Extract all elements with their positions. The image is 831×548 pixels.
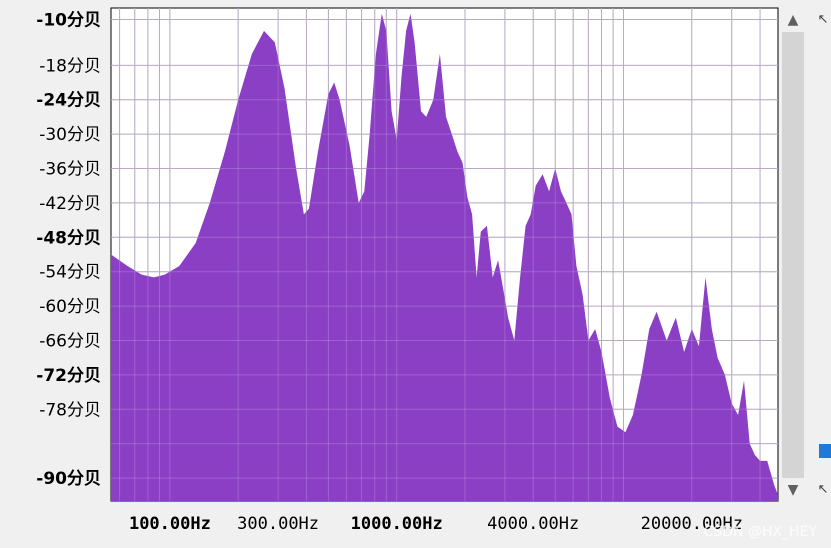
y-tick-label: -54分贝 (39, 263, 101, 283)
x-tick-label: 300.00Hz (237, 514, 319, 534)
y-tick-label: -78分贝 (39, 400, 101, 420)
y-tick-label: -48分贝 (36, 228, 101, 248)
x-tick-label: 100.00Hz (129, 514, 211, 534)
scroll-up-button[interactable]: ▲ (782, 10, 804, 30)
y-tick-label: -42分贝 (39, 194, 101, 214)
grid-overlay (111, 8, 778, 501)
watermark: CSDN @HX_HEY (703, 524, 817, 540)
spectrum-area (111, 13, 778, 501)
chevron-down-icon: ▼ (787, 482, 799, 498)
y-tick-label: -18分贝 (39, 56, 101, 76)
resize-icon-top[interactable]: ↖ (817, 12, 829, 27)
y-tick-label: -60分贝 (39, 297, 101, 317)
chevron-up-icon: ▲ (787, 12, 799, 28)
y-tick-label: -10分贝 (36, 11, 101, 31)
y-tick-label: -90分贝 (36, 469, 101, 489)
y-tick-label: -36分贝 (39, 160, 101, 180)
scroll-down-button[interactable]: ▼ (782, 480, 804, 500)
x-tick-label: 1000.00Hz (351, 514, 443, 534)
selection-marker (819, 444, 831, 458)
vertical-scrollbar[interactable]: ▲ ▼ (782, 10, 804, 500)
y-tick-label: -72分贝 (36, 366, 101, 386)
y-tick-label: -30分贝 (39, 125, 101, 145)
x-tick-label: 4000.00Hz (487, 514, 579, 534)
x-tick-label: 20000.00Hz (641, 514, 743, 534)
scrollbar-thumb[interactable] (782, 32, 804, 478)
y-axis-labels: -10分贝 -18分贝 -24分贝 -30分贝 -36分贝 -42分贝 -48分贝 -54分贝… (36, 11, 101, 490)
x-axis-labels: 100.00Hz 300.00Hz 1000.00Hz 4000.00Hz 20000.… (129, 514, 743, 534)
y-tick-label: -24分贝 (36, 91, 101, 111)
y-tick-label: -66分贝 (39, 332, 101, 352)
resize-icon-bottom[interactable]: ↖ (817, 482, 829, 497)
spectrum-series (111, 13, 778, 501)
